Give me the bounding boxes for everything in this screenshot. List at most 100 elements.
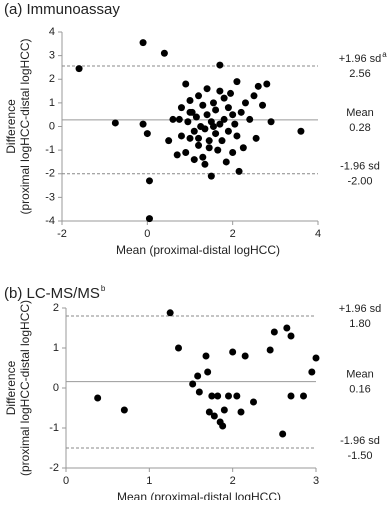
- data-point: [212, 106, 220, 114]
- data-point: [207, 172, 215, 180]
- data-point: [177, 132, 185, 140]
- data-point: [139, 120, 147, 128]
- y-tick-label: 1: [53, 342, 59, 354]
- data-point: [233, 78, 241, 86]
- reference-value: -2.00: [347, 176, 372, 188]
- data-point: [195, 92, 203, 100]
- x-axis-title: Mean (proximal-distal logHCC): [116, 243, 280, 257]
- data-point: [266, 346, 274, 354]
- data-point: [199, 153, 207, 161]
- data-point: [120, 406, 128, 414]
- data-point: [300, 392, 307, 400]
- reference-label: Mean: [346, 107, 374, 119]
- data-point: [166, 309, 174, 317]
- reference-value: -1.50: [347, 450, 372, 462]
- data-point: [204, 368, 212, 376]
- y-tick-label: 2: [53, 302, 59, 314]
- x-tick-label: -2: [57, 228, 67, 240]
- data-point: [308, 368, 316, 376]
- data-point: [252, 134, 260, 142]
- data-point: [189, 380, 197, 388]
- data-point: [173, 151, 181, 159]
- data-point: [209, 123, 217, 130]
- data-point: [145, 177, 153, 185]
- data-point: [205, 144, 213, 152]
- data-point: [201, 160, 209, 168]
- data-point: [218, 137, 226, 145]
- data-point: [287, 392, 295, 400]
- data-point: [222, 158, 230, 166]
- data-point: [237, 408, 245, 416]
- data-point: [208, 392, 216, 400]
- data-point: [203, 111, 211, 119]
- y-tick-label: 4: [49, 26, 55, 38]
- data-point: [190, 156, 198, 164]
- data-point: [186, 134, 194, 142]
- y-tick-label: 0: [53, 382, 59, 394]
- data-point: [216, 87, 224, 95]
- data-point: [143, 130, 151, 138]
- data-point: [227, 89, 235, 97]
- data-point: [186, 97, 194, 105]
- reference-label: +1.96 sd: [339, 53, 382, 65]
- data-point: [192, 113, 200, 121]
- data-point: [312, 354, 320, 362]
- data-point: [237, 108, 245, 116]
- data-point: [205, 137, 213, 145]
- y-tick-label: -3: [45, 191, 55, 203]
- reference-label: +1.96 sd: [339, 303, 382, 315]
- data-point: [184, 118, 192, 126]
- title-superscript: b: [101, 284, 106, 293]
- data-point: [165, 137, 173, 145]
- data-point: [233, 132, 241, 140]
- data-point: [224, 127, 232, 135]
- data-point: [220, 115, 228, 123]
- data-point: [160, 49, 168, 57]
- data-point: [235, 167, 243, 175]
- data-point: [182, 148, 190, 156]
- data-point: [250, 92, 258, 100]
- data-point: [254, 82, 262, 90]
- data-point: [263, 80, 271, 88]
- data-point: [212, 130, 220, 138]
- data-point: [220, 94, 228, 102]
- panel-title: (a) Immunoassay: [4, 1, 120, 18]
- data-point: [259, 101, 267, 109]
- data-point: [202, 352, 210, 360]
- data-point: [216, 61, 224, 69]
- y-tick-label: -2: [45, 168, 55, 180]
- data-point: [250, 398, 257, 406]
- y-tick-label: 0: [49, 120, 55, 132]
- data-point: [270, 328, 278, 336]
- panel-title: (b) LC-MS/MS: [4, 285, 100, 302]
- data-point: [199, 101, 207, 109]
- data-point: [203, 85, 211, 93]
- data-point: [219, 422, 227, 430]
- data-point: [177, 104, 185, 112]
- data-point: [279, 430, 287, 438]
- x-tick-label: 2: [230, 475, 236, 487]
- x-tick-label: 0: [144, 228, 150, 240]
- y-axis-title: (proximal logHCC-distal logHCC): [18, 38, 32, 214]
- data-point: [229, 111, 237, 119]
- data-point: [224, 104, 232, 112]
- x-tick-label: 2: [230, 228, 236, 240]
- reference-value: 0.16: [349, 384, 370, 396]
- y-tick-label: 2: [49, 73, 55, 85]
- data-point: [210, 412, 218, 420]
- reference-label: -1.96 sd: [340, 161, 380, 173]
- reference-label: Mean: [346, 369, 374, 381]
- data-point: [241, 99, 249, 107]
- reference-superscript: a: [382, 50, 387, 59]
- data-point: [239, 144, 247, 152]
- y-tick-label: -1: [49, 422, 59, 434]
- y-tick-label: 1: [49, 97, 55, 109]
- data-point: [246, 115, 254, 123]
- data-point: [209, 99, 217, 107]
- data-point: [225, 392, 232, 400]
- reference-label: -1.96 sd: [340, 435, 380, 447]
- data-point: [175, 344, 182, 352]
- data-point: [267, 118, 275, 126]
- x-tick-label: 4: [315, 228, 321, 240]
